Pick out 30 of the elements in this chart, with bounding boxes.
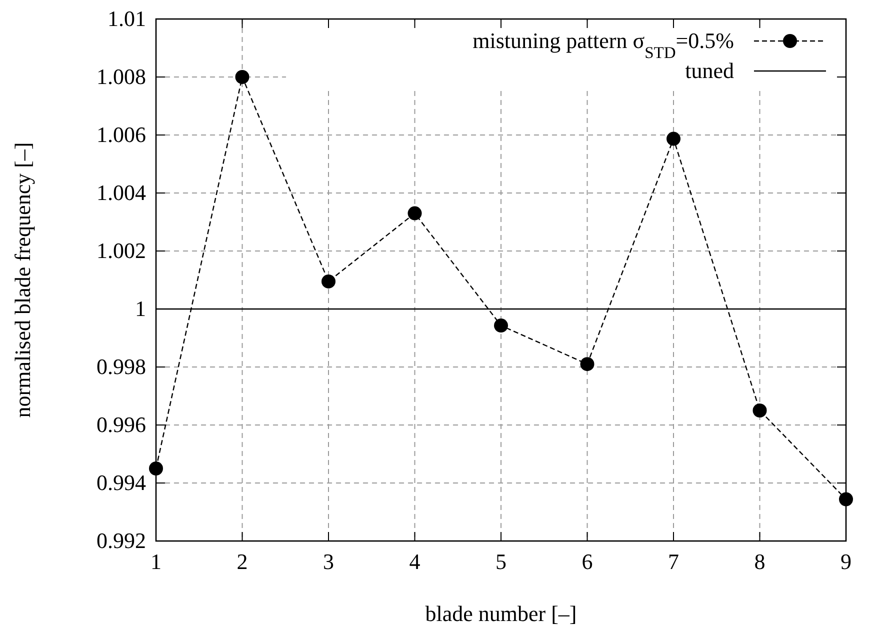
y-tick-label: 0.996: [96, 412, 146, 437]
point: [666, 132, 680, 146]
point: [322, 274, 336, 288]
y-tick-label: 0.994: [96, 470, 146, 495]
x-axis-title: blade number [–]: [425, 601, 577, 626]
y-tick-label: 1.004: [96, 180, 146, 205]
point: [494, 318, 508, 333]
y-tick-label: 1.006: [96, 122, 146, 147]
point: [580, 357, 594, 372]
point: [839, 492, 853, 506]
y-tick-label: 0.998: [96, 354, 146, 379]
y-tick-label: 1.01: [108, 6, 146, 31]
x-tick-label: 2: [236, 549, 248, 574]
x-tick-label: 3: [323, 549, 334, 574]
y-tick-label: 1.008: [96, 64, 146, 89]
x-tick-label: 5: [496, 549, 506, 574]
point: [149, 462, 163, 476]
y-tick-label: 1: [135, 296, 146, 321]
point: [408, 206, 422, 220]
x-tick-label: 8: [754, 549, 766, 574]
y-axis-title: normalised blade frequency [–]: [10, 142, 35, 418]
y-tick-label: 1.002: [96, 238, 146, 263]
y-tick-label: 0.992: [96, 528, 146, 553]
x-tick-label: 4: [409, 549, 420, 574]
point: [235, 70, 250, 84]
point: [752, 404, 767, 418]
x-tick-label: 6: [582, 549, 593, 574]
x-tick-label: 7: [668, 549, 679, 574]
x-tick-label: 9: [840, 549, 852, 574]
x-tick-label: 1: [150, 549, 162, 574]
